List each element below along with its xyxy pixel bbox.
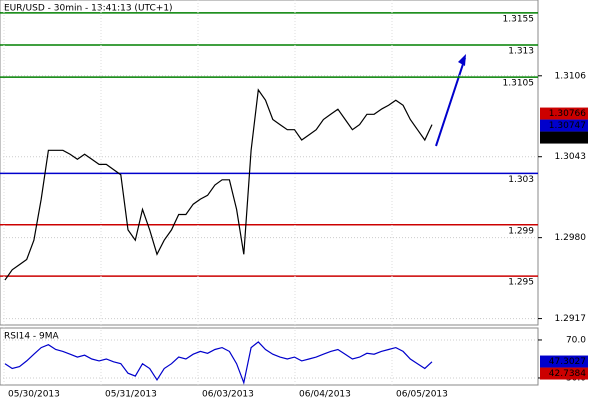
y-tick-label: 1.2980 <box>555 233 587 243</box>
x-tick-label: 06/03/2013 <box>202 390 254 400</box>
price-box <box>540 107 588 120</box>
price-line <box>4 341 433 385</box>
level-label: 1.303 <box>508 175 534 185</box>
rsi-panel <box>0 327 539 386</box>
x-tick-label: 05/30/2013 <box>8 390 60 400</box>
price-box <box>540 131 588 144</box>
level-label: 1.295 <box>508 278 534 288</box>
price-box-label: 1.30766 <box>549 109 586 119</box>
price-box <box>540 367 588 380</box>
price-line <box>4 88 433 281</box>
price-box-label: 47.3027 <box>549 357 586 367</box>
price-box-label: 1.307 <box>560 133 586 143</box>
level-label: 1.3155 <box>503 14 535 24</box>
forecast-arrow <box>435 57 466 147</box>
x-tick-label: 06/05/2013 <box>396 390 448 400</box>
y-tick-label: 70.0 <box>566 335 586 345</box>
y-tick-label: 1.2917 <box>555 314 587 324</box>
y-tick-label: 1.3106 <box>555 71 587 81</box>
forecast-arrowhead <box>458 54 466 66</box>
price-box <box>540 119 588 132</box>
level-label: 1.299 <box>508 226 534 236</box>
x-tick-label: 05/31/2013 <box>105 390 157 400</box>
price-box-label: 42.7384 <box>549 369 586 379</box>
level-label: 1.313 <box>508 46 534 56</box>
price-box-label: 1.30747 <box>549 121 586 131</box>
rsi-title: RSI14 - 9MA <box>4 332 60 342</box>
price-box <box>540 355 588 368</box>
price-panel <box>0 0 539 326</box>
chart-title: EUR/USD - 30min - 13:41:13 (UTC+1) <box>4 4 173 14</box>
x-tick-label: 06/04/2013 <box>299 390 351 400</box>
level-label: 1.3105 <box>503 79 535 89</box>
y-tick-label: 1.3043 <box>555 152 587 162</box>
